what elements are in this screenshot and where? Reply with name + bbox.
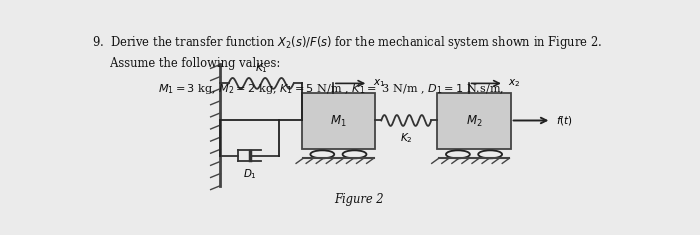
- Text: Assume the following values:: Assume the following values:: [92, 57, 280, 70]
- Bar: [302, 93, 375, 149]
- Text: $M_1 = 3$ kg, $M_2 = 2$ kg, $K_1 = 5$ N/m , $K_1 =$ 3 N/m , $D_1 = 1$ N.s/m,: $M_1 = 3$ kg, $M_2 = 2$ kg, $K_1 = 5$ N/…: [158, 82, 504, 97]
- Text: $D_1$: $D_1$: [243, 168, 257, 181]
- Text: $M_2$: $M_2$: [466, 114, 482, 129]
- Text: 9.  Derive the transfer function $X_2(s)/F(s)$ for the mechanical system shown i: 9. Derive the transfer function $X_2(s)/…: [92, 34, 602, 51]
- Text: $x_1$: $x_1$: [372, 78, 385, 89]
- Text: $M_1$: $M_1$: [330, 114, 346, 129]
- Text: $f(t)$: $f(t)$: [556, 114, 573, 127]
- Text: $K_1$: $K_1$: [255, 61, 267, 75]
- Text: $K_2$: $K_2$: [400, 131, 412, 145]
- Text: $x_2$: $x_2$: [508, 78, 521, 89]
- Bar: [438, 93, 511, 149]
- Text: Figure 2: Figure 2: [334, 192, 384, 206]
